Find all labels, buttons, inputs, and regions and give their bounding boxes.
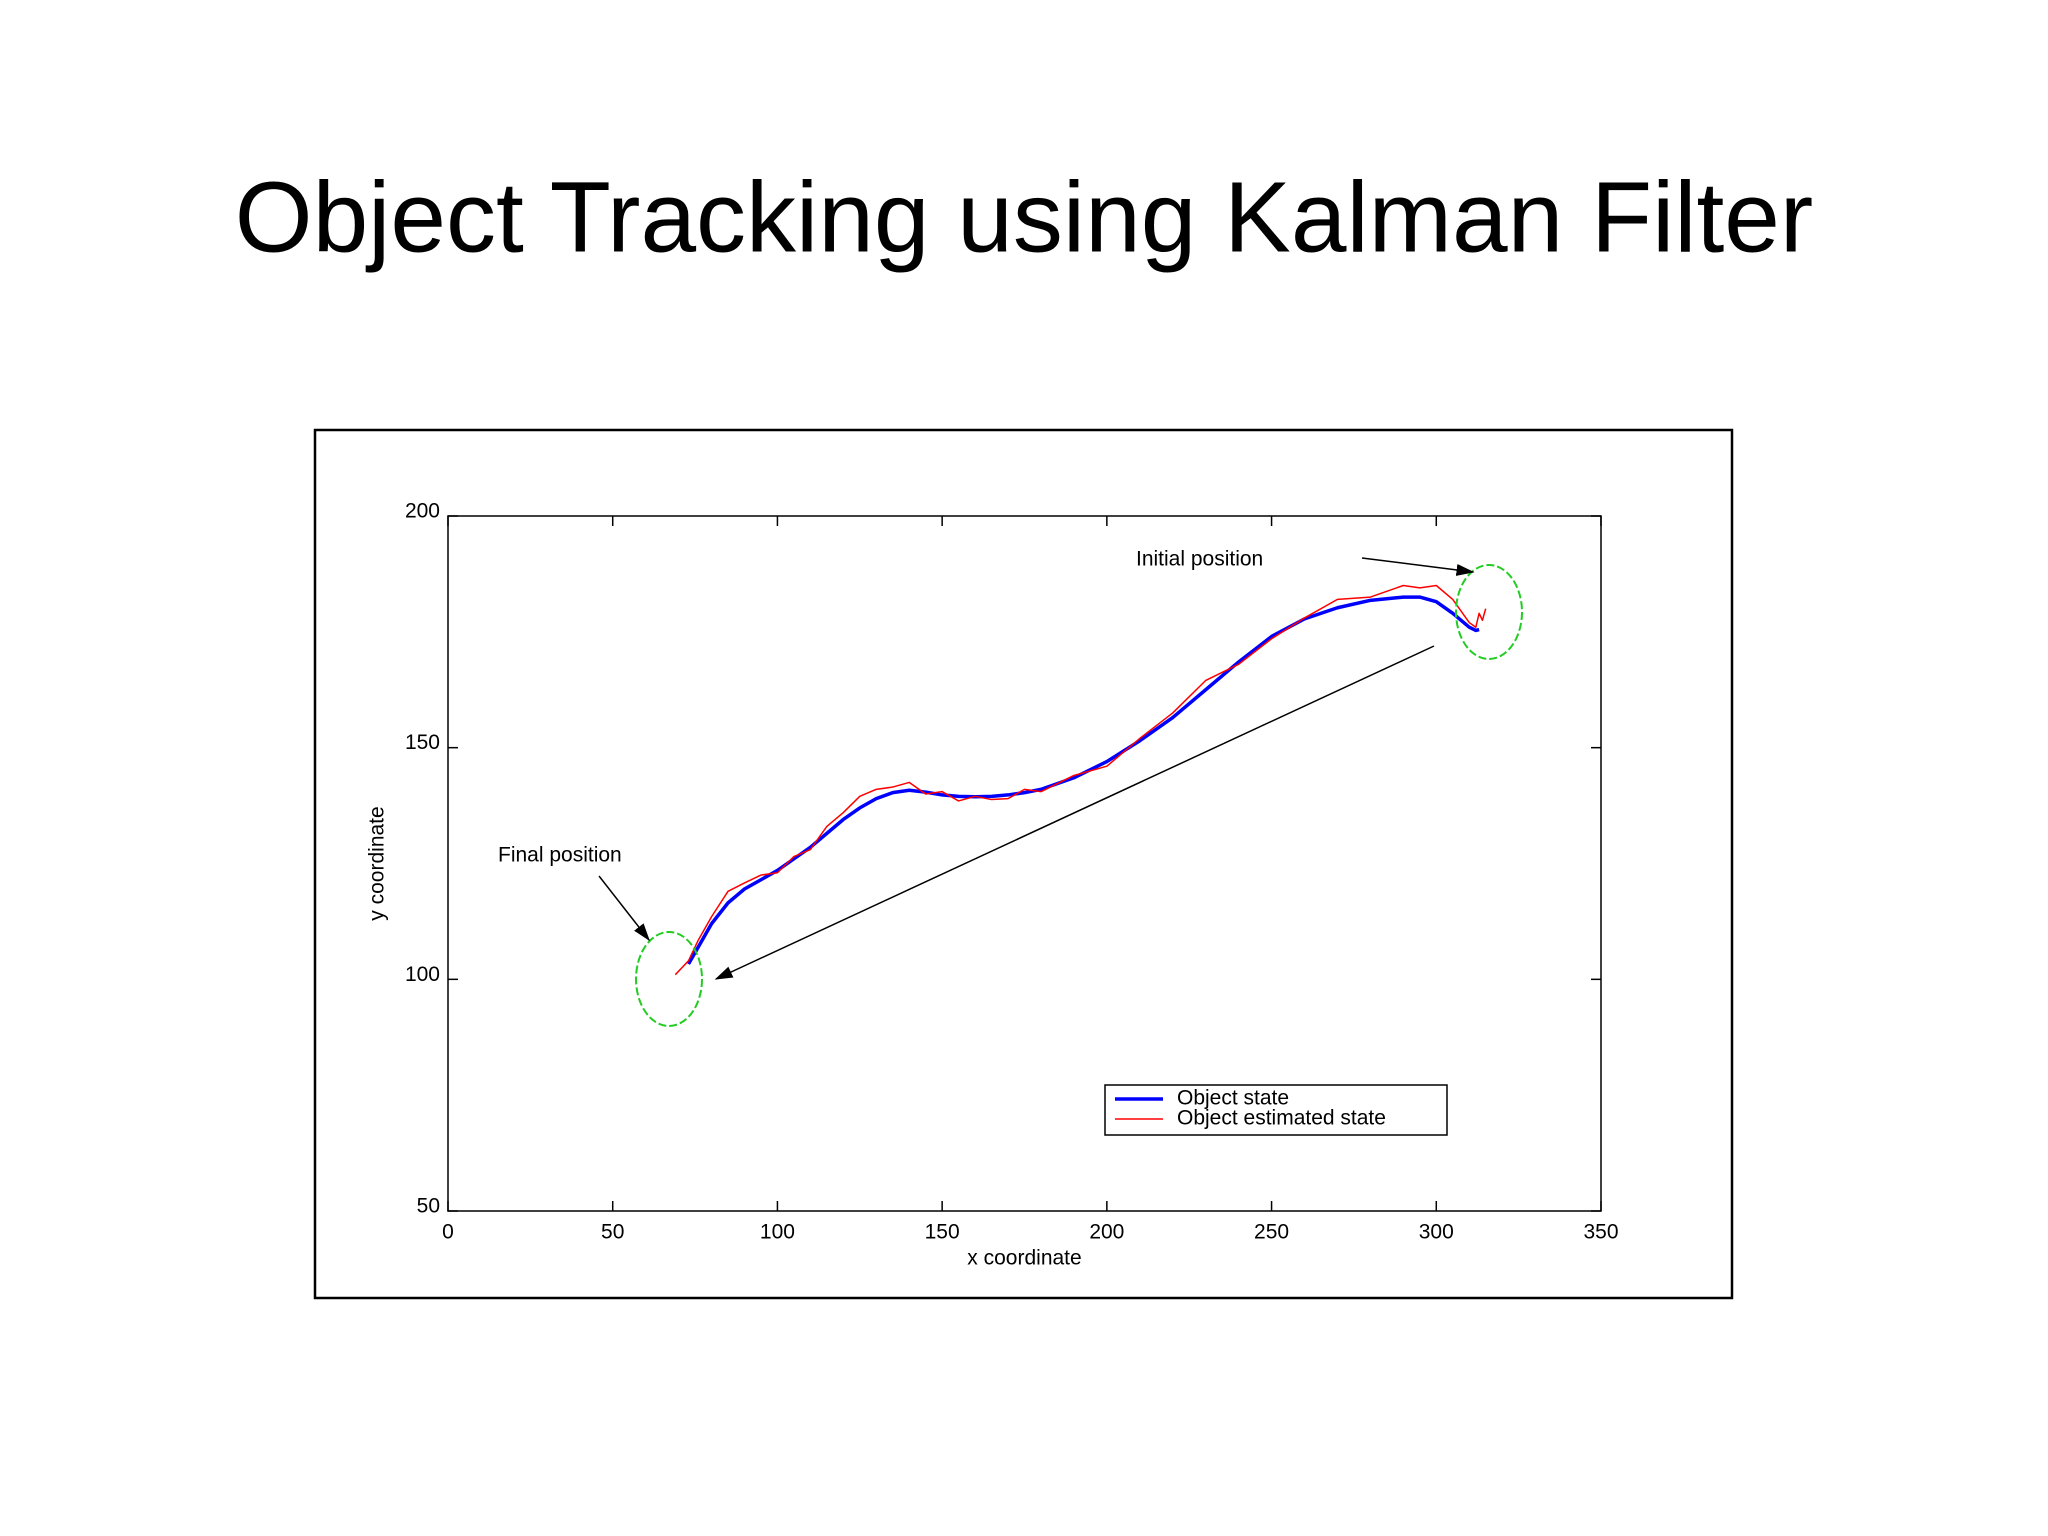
- x-tick-label: 100: [760, 1221, 795, 1244]
- final-circle: [635, 931, 703, 1027]
- y-tick-label: 150: [405, 731, 440, 754]
- series-line: [674, 584, 1487, 976]
- x-tick-label: 250: [1254, 1221, 1289, 1244]
- legend-label: Object estimated state: [1177, 1107, 1386, 1130]
- y-axis-label: y coordinate: [366, 806, 389, 920]
- direction-arrow: [714, 645, 1435, 980]
- x-tick-label: 300: [1419, 1221, 1454, 1244]
- x-tick-label: 0: [442, 1221, 454, 1244]
- x-tick-label: 50: [601, 1221, 624, 1244]
- legend-label: Object state: [1177, 1087, 1289, 1110]
- annotation: Initial position: [1136, 548, 1263, 571]
- x-tick-label: 200: [1089, 1221, 1124, 1244]
- final-arrow: [598, 875, 650, 942]
- y-tick-label: 200: [405, 500, 440, 523]
- annotation: Final position: [498, 844, 622, 867]
- x-tick-label: 150: [925, 1221, 960, 1244]
- x-tick-label: 350: [1583, 1221, 1618, 1244]
- y-tick-label: 50: [417, 1195, 440, 1218]
- slide-title: Object Tracking using Kalman Filter: [235, 161, 1813, 273]
- y-tick-label: 100: [405, 963, 440, 986]
- initial-arrow: [1361, 557, 1475, 576]
- initial-circle: [1455, 564, 1523, 660]
- legend-box: [1104, 1084, 1448, 1136]
- x-axis-label: x coordinate: [967, 1247, 1081, 1270]
